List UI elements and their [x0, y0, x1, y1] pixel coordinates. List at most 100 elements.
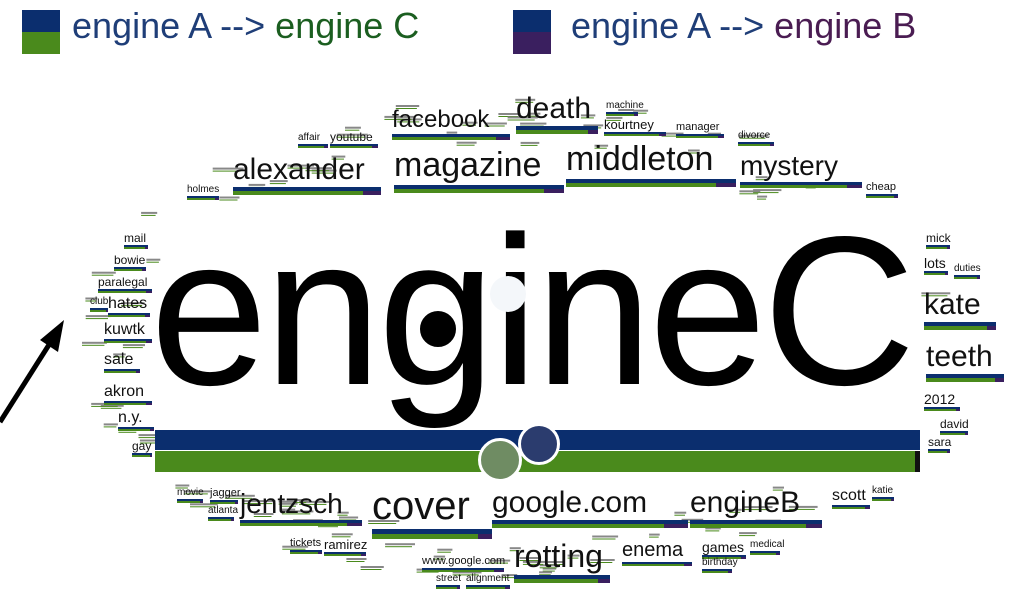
tiny-word-mark: [337, 511, 349, 514]
tiny-word-mark: [542, 567, 557, 570]
tiny-word-mark: [705, 527, 721, 530]
tiny-word-bar: [282, 548, 306, 550]
word-bar-purple: [894, 196, 898, 198]
tiny-word-mark: [287, 164, 314, 167]
word-bar-purple: [231, 519, 234, 521]
word-facebook: facebook: [392, 106, 490, 133]
swatch-blue: [22, 10, 60, 32]
word-bar-purple: [150, 429, 154, 431]
word-bar-green: [566, 183, 716, 187]
word-bar-green: [702, 571, 728, 573]
tiny-word-bar: [742, 509, 770, 511]
word-y2012: 2012: [924, 391, 956, 407]
tiny-word-bar: [729, 511, 741, 513]
tiny-word-mark: [772, 486, 784, 489]
word-bar-blue: [924, 322, 996, 326]
tiny-word-mark: [462, 121, 478, 124]
word-magazine: magazine: [394, 146, 542, 184]
dot-white: [490, 276, 526, 312]
tiny-word-bar: [452, 574, 479, 576]
tiny-word-bar: [567, 557, 579, 559]
tiny-word-bar: [772, 489, 783, 491]
tiny-word-bar: [113, 356, 125, 358]
word-david: david: [940, 417, 969, 431]
word-games: games: [702, 539, 745, 555]
word-bar-blue: [740, 182, 862, 185]
tiny-word-mark: [742, 506, 773, 509]
word-bar-blue: [622, 562, 692, 564]
center-word: engineC: [150, 192, 916, 429]
word-bar-purple: [598, 579, 610, 583]
word-divorce: divorce: [738, 130, 771, 141]
word-bar-blue: [738, 142, 774, 144]
word-bar-green: [924, 326, 987, 330]
tiny-word-bar: [118, 431, 137, 433]
tiny-word-bar: [121, 305, 143, 307]
tiny-word-mark: [674, 511, 687, 514]
tiny-word-bar: [175, 487, 188, 489]
tiny-word-bar: [594, 147, 607, 149]
tiny-word-mark: [688, 149, 700, 152]
tiny-word-bar: [331, 536, 351, 538]
tiny-word-bar: [539, 574, 551, 576]
tiny-word-mark: [299, 500, 330, 503]
word-bar-blue: [330, 144, 378, 146]
tiny-word-bar: [103, 426, 117, 428]
word-bar-purple: [588, 130, 598, 134]
word-bar-purple: [776, 553, 780, 555]
word-bar-green: [436, 587, 457, 589]
tiny-word-mark: [539, 564, 559, 567]
word-bar-blue: [606, 112, 638, 114]
tiny-word-mark: [590, 559, 615, 561]
dot-sage[interactable]: [478, 438, 522, 482]
word-bar-blue: [233, 187, 381, 191]
tiny-word-bar: [190, 506, 215, 508]
tiny-word-bar: [294, 502, 307, 504]
tiny-word-bar: [299, 503, 327, 505]
word-kuwtk: kuwtk: [104, 321, 145, 338]
tiny-word-mark: [437, 548, 453, 551]
tiny-word-bar: [269, 183, 286, 185]
tiny-word-mark: [85, 297, 98, 300]
word-bar-blue: [924, 407, 960, 409]
word-bar-green: [422, 570, 494, 572]
dot-navy[interactable]: [518, 423, 560, 465]
word-bar-blue: [492, 520, 688, 524]
word-tickets: tickets: [290, 537, 322, 549]
word-teeth: teeth: [926, 340, 993, 373]
word-bar-blue: [924, 271, 948, 273]
tiny-word-bar: [592, 538, 616, 540]
tiny-word-bar: [384, 118, 412, 120]
word-cover: cover: [372, 484, 470, 528]
word-mystery: mystery: [740, 150, 838, 181]
word-bar-green: [926, 247, 947, 249]
tiny-word-bar: [788, 508, 815, 510]
word-gay: gay: [132, 439, 152, 453]
tiny-word-bar: [243, 503, 273, 505]
tiny-word-bar: [633, 112, 647, 114]
tiny-word-bar: [345, 129, 360, 131]
word-death: death: [516, 92, 592, 125]
word-duties: duties: [954, 263, 981, 274]
tiny-word-bar: [739, 137, 766, 139]
word-bar-purple: [664, 524, 688, 528]
word-bar-green: [233, 191, 363, 195]
tiny-word-mark: [345, 126, 361, 129]
word-bar-green: [690, 524, 806, 528]
tiny-word-bar: [395, 108, 417, 109]
tiny-word-mark: [121, 302, 145, 305]
tiny-word-bar: [507, 119, 535, 121]
tiny-word-mark: [175, 484, 190, 487]
tiny-word-mark: [278, 500, 298, 503]
tiny-word-bar: [590, 562, 613, 563]
word-bar-green: [622, 564, 684, 566]
tiny-word-mark: [243, 500, 276, 503]
word-bar-purple: [728, 571, 732, 573]
tiny-word-mark: [539, 571, 552, 574]
tiny-word-mark: [507, 116, 538, 119]
word-bar-purple: [716, 183, 736, 187]
tiny-word-mark: [305, 167, 332, 170]
word-bar-blue: [290, 550, 322, 552]
center-bar-tail: [915, 451, 920, 472]
